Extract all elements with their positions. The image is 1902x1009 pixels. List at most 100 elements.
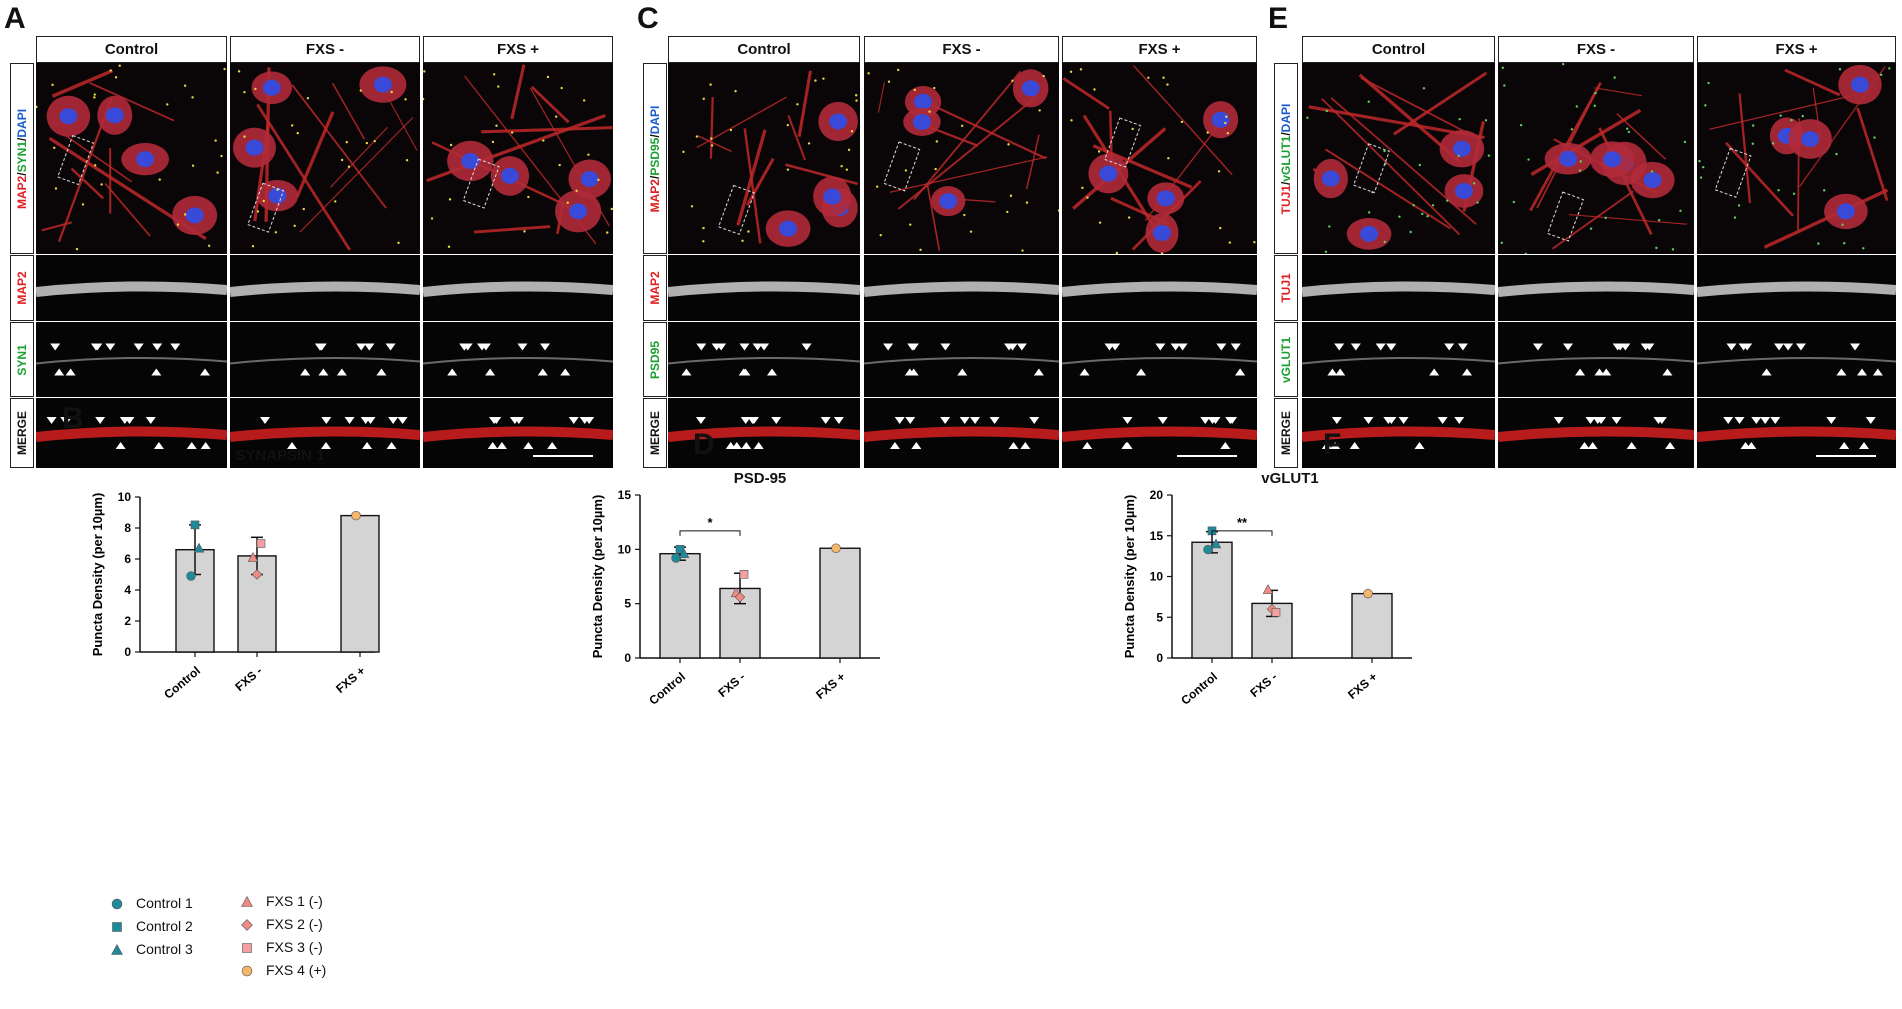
dendrite <box>423 356 613 365</box>
nucleus <box>105 107 124 124</box>
arrowhead-icon <box>1770 417 1781 424</box>
legend-marker <box>241 919 253 931</box>
arrowhead-icon <box>1850 343 1861 351</box>
arrowhead-icon <box>385 343 396 351</box>
nucleus <box>1850 76 1869 93</box>
legend-item: Control 2 <box>110 918 193 934</box>
puncta <box>933 86 936 90</box>
puncta <box>262 199 265 203</box>
arrowhead-icon <box>170 343 181 351</box>
micrograph-tile <box>1302 63 1495 254</box>
arrowhead-icon <box>1157 417 1168 424</box>
arrowhead-icon <box>1082 442 1093 449</box>
nucleus <box>1360 225 1379 242</box>
y-axis-label: Puncta Density (per 10µm) <box>90 493 105 657</box>
puncta <box>183 84 187 87</box>
puncta <box>566 201 569 204</box>
neurite <box>51 69 114 98</box>
puncta <box>904 169 908 172</box>
legend-item: Control 3 <box>110 941 193 957</box>
puncta <box>1484 119 1488 122</box>
neurite <box>1025 134 1040 190</box>
row-label-text: MAP2 <box>648 271 662 304</box>
panel-letter: C <box>637 2 659 35</box>
arrowhead-icon <box>741 442 752 449</box>
nucleus <box>185 207 204 224</box>
row-label-text: SYN1 <box>15 344 29 375</box>
micrograph-image <box>1062 65 1256 254</box>
puncta <box>887 80 891 83</box>
puncta <box>610 207 613 211</box>
arrowhead-icon <box>1216 343 1227 351</box>
puncta <box>879 233 882 237</box>
puncta <box>302 207 305 211</box>
arrowhead-icon <box>1386 417 1397 424</box>
puncta <box>1578 169 1582 172</box>
legend-marker-icon <box>241 965 253 977</box>
arrowhead-icon <box>1626 442 1637 449</box>
micrograph-image <box>668 343 860 376</box>
nucleus <box>912 113 931 130</box>
puncta <box>1503 84 1506 87</box>
puncta <box>93 164 97 167</box>
micrograph-image <box>423 281 613 297</box>
column-header: Control <box>36 36 227 63</box>
legend-label: FXS 3 (-) <box>266 939 323 955</box>
y-tick-label: 6 <box>124 552 131 566</box>
micrograph-image <box>864 417 1059 449</box>
puncta <box>1879 73 1883 77</box>
data-point <box>351 510 361 521</box>
neurite <box>1616 113 1667 160</box>
arrowhead-icon <box>1016 343 1027 351</box>
row-label-part: MERGE <box>1279 410 1293 456</box>
x-tick-label: FXS + <box>333 664 368 696</box>
panel-letter: A <box>4 2 26 35</box>
column-header: FXS - <box>230 36 420 63</box>
arrowhead-icon <box>1532 343 1543 351</box>
micrograph-tile <box>423 255 613 321</box>
arrowhead-icon <box>1008 442 1019 449</box>
puncta <box>1219 226 1222 230</box>
puncta <box>786 123 790 127</box>
puncta <box>290 124 294 127</box>
row-label: SYN1 <box>10 322 34 397</box>
roi-box <box>717 184 755 235</box>
arrowhead-icon <box>1836 368 1847 376</box>
y-tick-label: 15 <box>618 488 632 502</box>
puncta <box>1115 251 1119 254</box>
neurite <box>1856 107 1889 202</box>
puncta <box>1383 149 1386 153</box>
arrowhead-icon <box>771 417 782 424</box>
roi-box <box>1547 191 1585 242</box>
micrograph-tile <box>1062 322 1257 397</box>
neurite <box>474 225 551 234</box>
row-label-part: MERGE <box>15 410 29 456</box>
arrowhead-icon <box>318 368 329 376</box>
nucleus <box>569 203 588 220</box>
micrograph-image <box>1498 417 1694 449</box>
puncta <box>191 164 195 167</box>
arrowhead-icon <box>695 417 706 424</box>
arrowhead-icon <box>568 417 579 424</box>
arrowhead-icon <box>584 417 595 424</box>
arrowhead-icon <box>1723 417 1734 424</box>
data-point <box>831 543 841 553</box>
bar <box>340 514 380 653</box>
data-point <box>1203 544 1213 555</box>
arrowhead-icon <box>336 368 347 376</box>
data-point <box>734 591 746 603</box>
arrowhead-icon <box>397 417 408 424</box>
arrowhead-icon <box>1585 417 1596 424</box>
micrograph-tile <box>864 63 1059 254</box>
puncta <box>527 195 530 199</box>
arrowhead-icon <box>1155 343 1166 351</box>
puncta <box>53 146 56 150</box>
puncta <box>1007 143 1010 146</box>
y-tick-label: 15 <box>1150 529 1164 543</box>
puncta <box>710 137 713 140</box>
puncta <box>702 226 705 230</box>
puncta <box>695 135 699 138</box>
micrograph-image <box>864 281 1059 297</box>
puncta <box>690 205 694 208</box>
nucleus <box>823 188 842 205</box>
